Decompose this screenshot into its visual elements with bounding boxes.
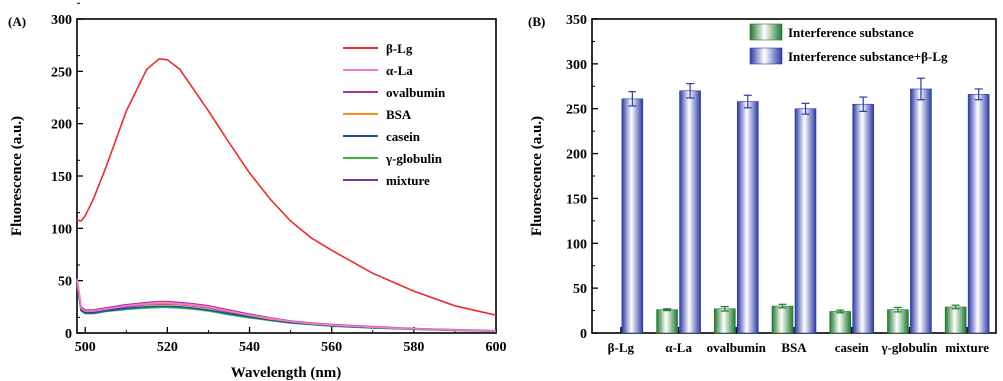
y-tick-label: 300 xyxy=(566,58,587,73)
legend-label: β-Lg xyxy=(386,41,413,56)
panel-b-legend: Interference substance Interference subst… xyxy=(749,23,948,65)
category-label: BSA xyxy=(781,340,807,355)
panel-b-bars xyxy=(621,77,990,334)
legend-label: mixture xyxy=(386,173,430,188)
bar-interference xyxy=(944,306,967,334)
panel-b-category-labels: β-Lg α-La ovalbumin BSA casein γ-globulin mixt… xyxy=(608,340,990,355)
y-tick-label: 100 xyxy=(51,222,72,237)
bar-interference-plus-blg xyxy=(910,88,932,334)
bar-interference-plus-blg xyxy=(967,94,990,334)
series-line-α-La xyxy=(76,278,497,332)
bar-interference-plus-blg xyxy=(621,98,644,334)
legend-label: α-La xyxy=(386,63,413,78)
series-line-casein xyxy=(76,282,497,332)
category-label: mixture xyxy=(945,340,989,355)
y-tick-label: 50 xyxy=(58,275,72,290)
bar-interference-plus-blg xyxy=(736,101,759,334)
legend-swatch xyxy=(749,47,783,65)
legend-swatch xyxy=(749,23,783,41)
bar-interference xyxy=(713,308,736,334)
category-label: ovalbumin xyxy=(707,340,767,355)
panel-b-plot-frame xyxy=(591,18,997,334)
x-tick-label: 560 xyxy=(321,340,342,355)
panel-a-axis-ticks: 0 50 100 150 200 250 300 500 520 540 560 580 600 xyxy=(51,2,507,355)
legend-label: Interference substance xyxy=(788,25,914,40)
y-tick-label: 0 xyxy=(580,327,587,342)
panel-a: (A) 0 50 100 150 200 250 300 500 520 540 560 580 600… xyxy=(8,2,507,381)
y-tick-label: 150 xyxy=(51,170,72,185)
x-tick-label: 540 xyxy=(239,340,260,355)
panel-a-label: (A) xyxy=(8,14,26,29)
y-tick-label: 250 xyxy=(51,65,72,80)
bar-interference xyxy=(771,305,794,334)
panel-b-axis-ticks: 0 50 100 150 200 250 300 350 xyxy=(566,13,968,342)
category-label: casein xyxy=(835,340,870,355)
legend-label: γ-globulin xyxy=(385,151,443,166)
panel-a-legend: β-Lg α-La ovalbumin BSA casein γ-globulin mixt… xyxy=(343,41,446,188)
y-tick-label: 300 xyxy=(51,13,72,28)
panel-b: (B) 0 50 100 150 200 250 300 350 β-Lg α-La ovalbu… xyxy=(528,13,997,355)
x-tick-label: 500 xyxy=(75,340,96,355)
category-label: α-La xyxy=(665,340,692,355)
series-line-β-Lg xyxy=(76,57,497,316)
panel-a-x-axis-label: Wavelength (nm) xyxy=(231,365,341,381)
bar-interference-plus-blg xyxy=(852,103,875,334)
legend-label: casein xyxy=(386,129,421,144)
y-tick-label: 50 xyxy=(573,282,587,297)
bar-interference-plus-blg xyxy=(679,90,701,334)
y-tick-label: 100 xyxy=(566,237,587,252)
y-tick-label: 200 xyxy=(51,118,72,133)
y-tick-label: 250 xyxy=(566,103,587,118)
bar-interference-plus-blg xyxy=(794,108,817,334)
panel-a-series xyxy=(76,57,497,333)
panel-b-label: (B) xyxy=(528,14,545,29)
y-tick-label: 350 xyxy=(566,13,587,28)
y-tick-label: 150 xyxy=(566,192,587,207)
x-tick-label: 580 xyxy=(403,340,424,355)
y-tick-label: 200 xyxy=(566,148,587,163)
legend-label: BSA xyxy=(386,107,412,122)
y-tick-label: 0 xyxy=(65,327,72,342)
panel-a-plot-frame xyxy=(76,18,497,334)
legend-label: Interference substance+β-Lg xyxy=(788,49,948,64)
legend-label: ovalbumin xyxy=(386,85,446,100)
category-label: γ-globulin xyxy=(880,340,938,355)
panel-b-y-axis-label: Fluorescence (a.u.) xyxy=(529,116,545,236)
x-tick-label: 600 xyxy=(486,340,507,355)
series-line-mixture xyxy=(76,280,497,332)
panel-a-y-axis-label: Fluorescence (a.u.) xyxy=(9,116,25,236)
x-tick-label: 520 xyxy=(157,340,178,355)
bar-interference xyxy=(829,311,852,334)
category-label: β-Lg xyxy=(608,340,635,355)
bar-interference xyxy=(887,309,909,334)
bar-interference xyxy=(656,309,678,334)
